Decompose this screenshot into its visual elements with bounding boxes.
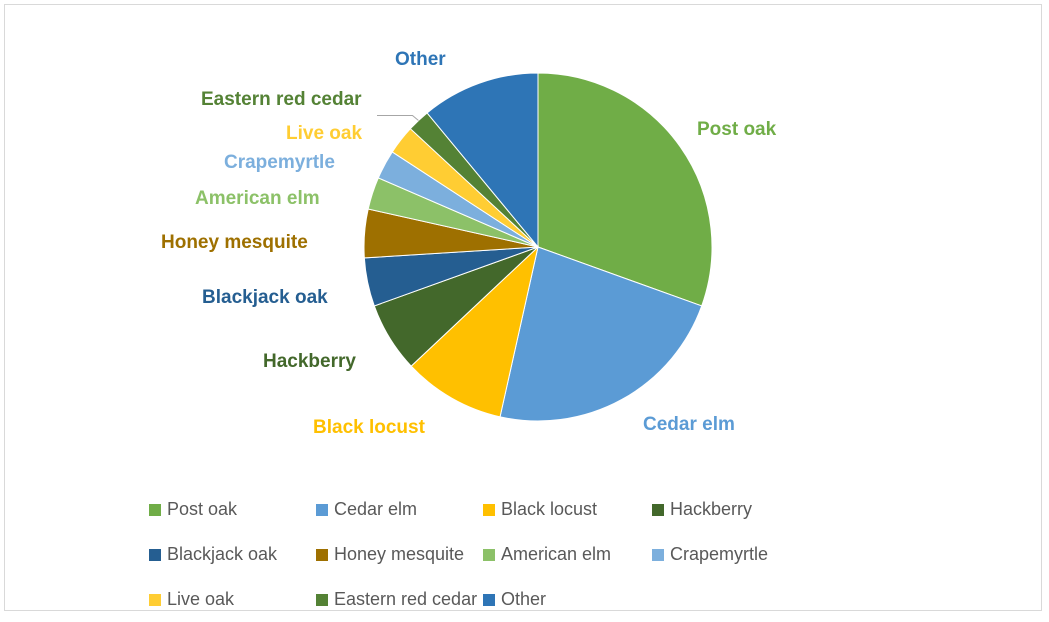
chart-area: Post oak Cedar elm Black locust Hackberry Bl…	[4, 4, 1042, 611]
legend-item-post-oak: Post oak	[149, 499, 316, 520]
legend-row: Post oak Cedar elm Black locust Hackberr…	[149, 487, 929, 532]
slice-label-blackjack-oak: Blackjack oak	[202, 287, 328, 308]
legend-swatch	[483, 503, 495, 516]
leader-lines	[377, 115, 419, 121]
legend-label: Hackberry	[670, 499, 753, 519]
legend-item-other: Other	[483, 589, 546, 610]
slice-label-live-oak: Live oak	[286, 123, 362, 144]
legend-item-hackberry: Hackberry	[652, 499, 752, 520]
pie-chart: Post oak Cedar elm Black locust Hackberry Bl…	[161, 49, 777, 438]
legend-item-honey-mesquite: Honey mesquite	[316, 544, 483, 565]
pie-slices	[363, 72, 713, 422]
legend-swatch	[483, 593, 495, 606]
legend-label: Crapemyrtle	[670, 544, 769, 564]
legend-item-eastern-red-cedar: Eastern red cedar	[316, 589, 483, 610]
leader-line	[377, 115, 419, 121]
legend-swatch	[483, 548, 495, 561]
legend-label: Live oak	[167, 589, 235, 609]
legend-label: Post oak	[167, 499, 238, 519]
pie-slice-cedar-elm	[499, 246, 703, 422]
slice-label-other: Other	[395, 49, 446, 70]
legend: Post oak Cedar elm Black locust Hackberr…	[149, 487, 929, 622]
pie-slice-other	[426, 72, 539, 249]
legend-item-crapemyrtle: Crapemyrtle	[652, 544, 768, 565]
legend-label: Black locust	[501, 499, 598, 519]
legend-label: Honey mesquite	[334, 544, 465, 564]
pie-slice-black-locust	[410, 245, 539, 418]
legend-item-cedar-elm: Cedar elm	[316, 499, 483, 520]
slice-label-crapemyrtle: Crapemyrtle	[224, 152, 335, 173]
legend-swatch	[149, 548, 161, 561]
legend-label: Cedar elm	[334, 499, 418, 519]
slice-label-cedar-elm: Cedar elm	[643, 414, 735, 435]
legend-item-blackjack-oak: Blackjack oak	[149, 544, 316, 565]
legend-swatch	[316, 503, 328, 516]
legend-label: Blackjack oak	[167, 544, 278, 564]
legend-item-black-locust: Black locust	[483, 499, 652, 520]
legend-swatch	[316, 548, 328, 561]
legend-label: Eastern red cedar	[334, 589, 478, 609]
legend-item-american-elm: American elm	[483, 544, 652, 565]
slice-label-american-elm: American elm	[195, 188, 320, 209]
legend-row: Blackjack oak Honey mesquite American el…	[149, 532, 929, 577]
legend-swatch	[652, 503, 664, 516]
legend-swatch	[149, 593, 161, 606]
slice-label-black-locust: Black locust	[313, 417, 426, 438]
legend-label: American elm	[501, 544, 612, 564]
pie-slice-post-oak	[537, 72, 713, 307]
legend-swatch	[149, 503, 161, 516]
legend-item-live-oak: Live oak	[149, 589, 316, 610]
legend-label: Other	[501, 589, 547, 609]
legend-swatch	[652, 548, 664, 561]
legend-row: Live oak Eastern red cedar Other	[149, 577, 929, 622]
slice-label-eastern-red-cedar: Eastern red cedar	[201, 89, 362, 110]
slice-label-post-oak: Post oak	[697, 119, 777, 140]
slice-labels: Post oak Cedar elm Black locust Hackberry Bl…	[161, 49, 777, 438]
slice-label-honey-mesquite: Honey mesquite	[161, 232, 308, 253]
legend-swatch	[316, 593, 328, 606]
slice-label-hackberry: Hackberry	[263, 351, 356, 372]
